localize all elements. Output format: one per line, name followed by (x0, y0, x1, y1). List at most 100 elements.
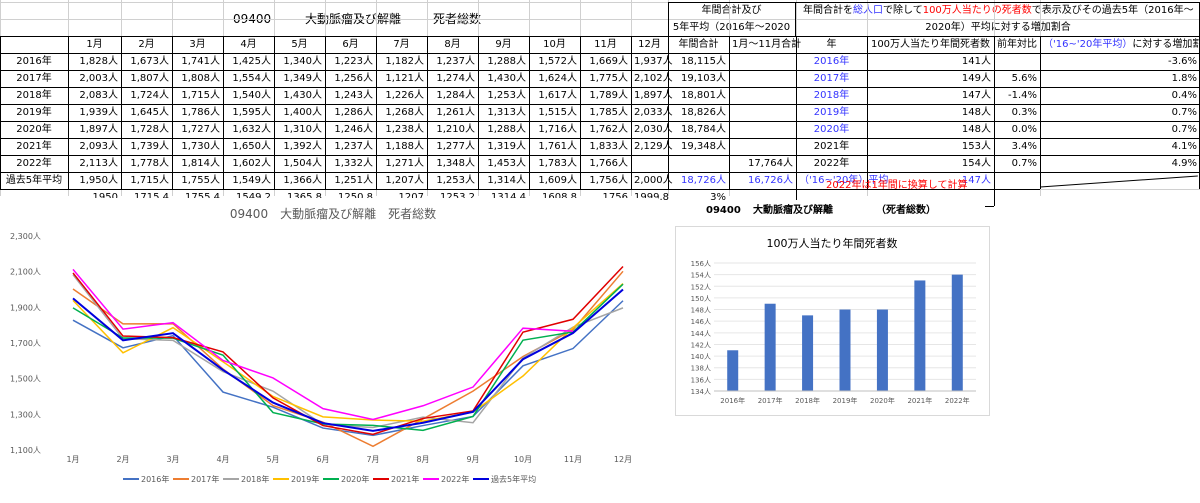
increase-ratio[interactable]: -3.6% (1167, 56, 1197, 67)
bar-chart[interactable]: 100万人当たり年間死者数 134人 136人 138人 140人 142人 144人 146… (675, 226, 990, 416)
month-value[interactable]: 1,253人 (487, 90, 526, 101)
month-value[interactable]: 1,237人 (436, 56, 475, 67)
month-value[interactable]: 1,261人 (436, 107, 475, 118)
month-value[interactable]: 1,650人 (232, 141, 271, 152)
extra-value[interactable]: 3% (710, 192, 726, 203)
increase-ratio[interactable]: 4.1% (1171, 141, 1197, 152)
month-value[interactable]: 1,602人 (232, 158, 271, 169)
yoy-ratio[interactable]: 0.3% (1011, 107, 1037, 118)
jan-nov-total[interactable] (729, 121, 796, 138)
month-value[interactable]: 1,775人 (589, 73, 628, 84)
column-header[interactable]: 10月 (543, 39, 566, 50)
month-value[interactable]: 1,645人 (130, 107, 169, 118)
rcol-increase[interactable]: （'16~'20年平均）に対する増加割合 (1040, 36, 1200, 53)
year-label[interactable]: 2020年 (813, 124, 850, 135)
month-value[interactable]: 1,453人 (487, 158, 526, 169)
month-value[interactable]: 1,939人 (79, 107, 118, 118)
column-header[interactable]: 7月 (393, 39, 410, 50)
column-header[interactable]: 11月 (594, 39, 617, 50)
month-value[interactable]: 1,950人 (79, 175, 118, 186)
month-value[interactable]: 1,778人 (130, 158, 169, 169)
column-header[interactable]: 年間合計 (678, 39, 719, 50)
month-value[interactable]: 1,739人 (130, 141, 169, 152)
month-value[interactable]: 1,716人 (538, 124, 577, 135)
month-value[interactable]: 1,226人 (385, 90, 424, 101)
month-value[interactable]: 1,761人 (538, 141, 577, 152)
month-value[interactable]: 1,251人 (334, 175, 373, 186)
jan-nov-total[interactable] (729, 53, 796, 70)
per-million[interactable]: 148人 (961, 107, 991, 118)
increase-ratio[interactable]: 0.4% (1171, 90, 1197, 101)
per-million[interactable]: 141人 (961, 56, 991, 67)
month-value[interactable]: 1,243人 (334, 90, 373, 101)
month-value[interactable]: 1,595人 (232, 107, 271, 118)
annual-total[interactable] (668, 155, 729, 172)
month-value[interactable]: 1,313人 (487, 107, 526, 118)
extra-value[interactable]: 1549.2 (223, 189, 274, 206)
month-value[interactable]: 1,274人 (436, 73, 475, 84)
annual-total[interactable]: 18,826人 (681, 107, 726, 118)
row-label[interactable]: 2016年 (16, 56, 52, 67)
column-header[interactable]: 6月 (342, 39, 359, 50)
row-label[interactable]: 2017年 (16, 73, 52, 84)
month-value[interactable]: 1,814人 (181, 158, 220, 169)
month-value[interactable]: 1,400人 (283, 107, 322, 118)
yoy-ratio[interactable] (994, 172, 1040, 189)
column-header[interactable]: 2月 (138, 39, 155, 50)
month-value[interactable]: 1,392人 (283, 141, 322, 152)
month-value[interactable]: 2,033人 (634, 107, 673, 118)
jan-nov-total[interactable] (729, 104, 796, 121)
column-header[interactable]: 1月～11月合計 (732, 39, 802, 50)
row-label[interactable]: 2018年 (16, 90, 52, 101)
extra-value[interactable]: 1715.4 (121, 189, 172, 206)
row-label[interactable]: 2022年 (16, 158, 52, 169)
month-value[interactable]: 1,808人 (181, 73, 220, 84)
extra-value[interactable]: 1365.8 (274, 189, 325, 206)
month-value[interactable]: 1,715人 (181, 90, 220, 101)
month-value[interactable]: 1,828人 (79, 56, 118, 67)
jan-nov-total[interactable]: 16,726人 (748, 175, 793, 186)
row-label[interactable]: 2020年 (16, 124, 52, 135)
month-value[interactable]: 1,833人 (589, 141, 628, 152)
month-value[interactable]: 1,937人 (634, 56, 673, 67)
month-value[interactable]: 1,277人 (436, 141, 475, 152)
extra-value[interactable]: 1999.8 (631, 189, 669, 206)
month-value[interactable]: 1,284人 (436, 90, 475, 101)
increase-ratio[interactable]: 0.7% (1171, 107, 1197, 118)
month-value[interactable]: 1,504人 (283, 158, 322, 169)
month-value[interactable]: 1,425人 (232, 56, 271, 67)
month-value[interactable]: 1,572人 (538, 56, 577, 67)
per-million[interactable]: 154人 (961, 158, 991, 169)
per-million[interactable]: 153人 (961, 141, 991, 152)
month-value[interactable]: 1,728人 (130, 124, 169, 135)
extra-value[interactable]: 1608.8 (529, 189, 580, 206)
month-value[interactable]: 1,340人 (283, 56, 322, 67)
increase-ratio[interactable]: 0.7% (1171, 124, 1197, 135)
jan-nov-total[interactable] (729, 70, 796, 87)
annual-total[interactable]: 18,726人 (681, 175, 726, 186)
month-value[interactable]: 2,129人 (634, 141, 673, 152)
year-label[interactable]: （'16~'20年）平均 (799, 175, 889, 186)
extra-value[interactable]: 1950 (68, 189, 121, 206)
annual-total[interactable]: 18,784人 (681, 124, 726, 135)
yoy-ratio[interactable]: 3.4% (1011, 141, 1037, 152)
month-value[interactable]: 2,113人 (79, 158, 118, 169)
row-label[interactable]: 2019年 (16, 107, 52, 118)
month-value[interactable]: 1,715人 (130, 175, 169, 186)
month-value[interactable]: 1,669人 (589, 56, 628, 67)
month-value[interactable]: 2,102人 (634, 73, 673, 84)
month-value[interactable]: 1,268人 (385, 107, 424, 118)
annual-total[interactable]: 18,115人 (681, 56, 726, 67)
month-value[interactable]: 1,256人 (334, 73, 373, 84)
yoy-ratio[interactable] (994, 53, 1040, 70)
month-value[interactable]: 2,030人 (634, 124, 673, 135)
year-label[interactable]: 2019年 (813, 107, 850, 118)
per-million[interactable]: 147人 (961, 175, 991, 186)
rcol-year[interactable]: 年 (826, 39, 837, 50)
month-value[interactable]: 1,310人 (283, 124, 322, 135)
month-value[interactable] (631, 155, 668, 172)
extra-value[interactable]: 1756 (580, 189, 631, 206)
column-header[interactable]: 9月 (495, 39, 512, 50)
month-value[interactable]: 1,238人 (385, 124, 424, 135)
